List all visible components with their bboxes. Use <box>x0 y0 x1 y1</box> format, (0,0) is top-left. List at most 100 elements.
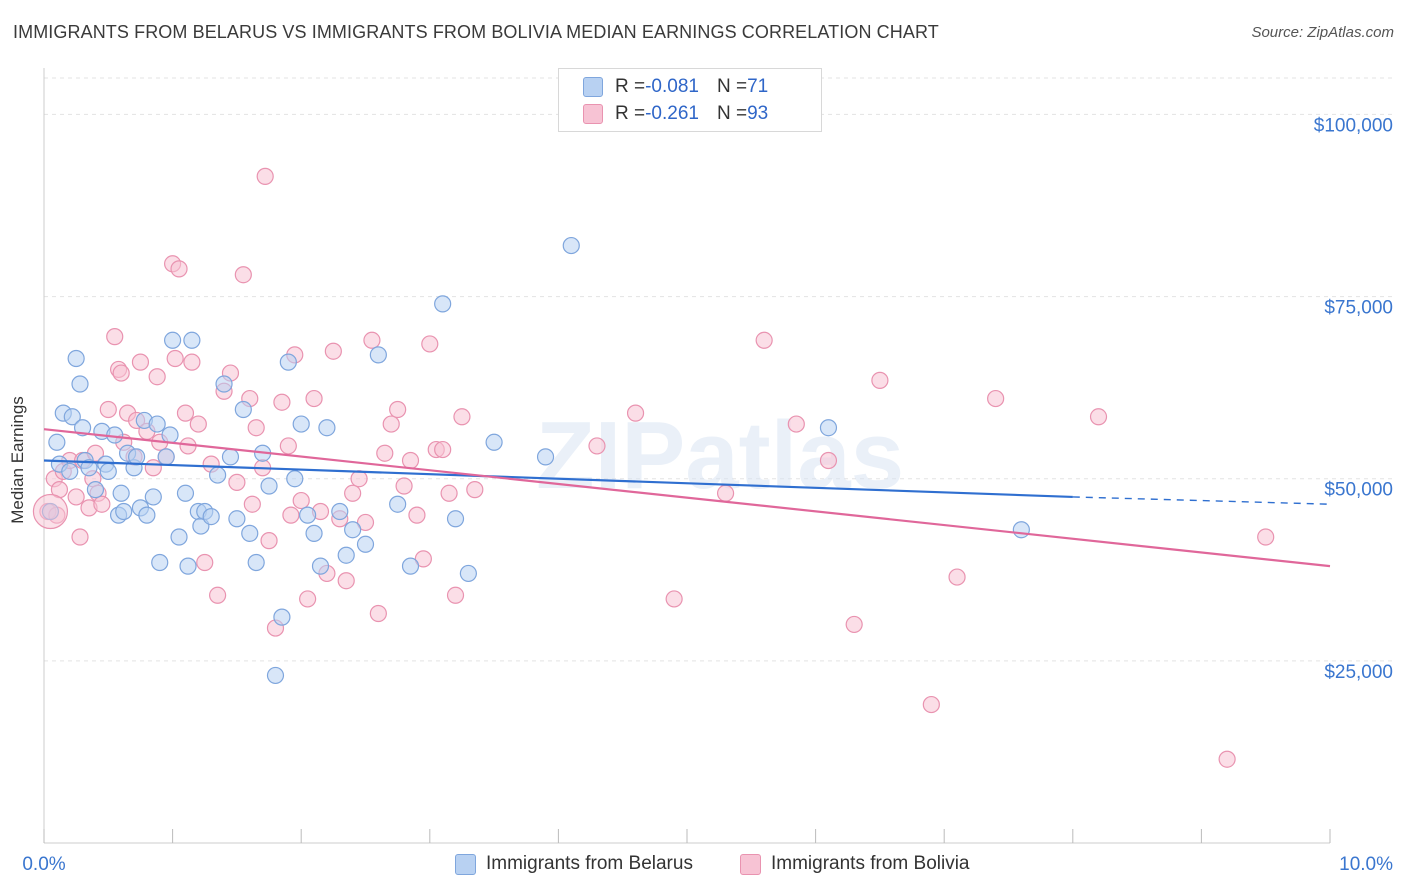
data-point <box>166 349 184 368</box>
data-point <box>279 353 297 371</box>
data-point <box>665 590 683 608</box>
data-point <box>324 342 342 360</box>
data-point <box>73 419 92 437</box>
data-point <box>80 459 98 477</box>
data-point <box>161 426 179 444</box>
data-point <box>112 484 130 502</box>
trend-line-bolivia <box>43 428 1331 568</box>
data-point <box>305 389 323 408</box>
data-point <box>273 608 291 626</box>
bottom-legend-bolivia: Immigrants from Bolivia <box>740 852 970 876</box>
data-point <box>305 524 323 542</box>
data-point <box>67 349 85 368</box>
data-point <box>787 415 805 433</box>
data-point <box>446 586 465 604</box>
data-point <box>144 459 162 477</box>
data-point <box>356 513 375 532</box>
data-point <box>1257 528 1275 546</box>
data-point <box>414 550 432 568</box>
legend-n-value: 93 <box>747 103 769 124</box>
y-tick-labels: $25,000 $50,000 $75,000 $100,000 <box>1314 115 1393 682</box>
x-tick-labels: 0.0% 10.0% <box>22 854 1393 875</box>
data-point <box>389 400 407 419</box>
data-point <box>115 502 133 521</box>
legend-r-value: -0.081 <box>645 76 699 97</box>
data-point <box>209 466 227 484</box>
data-point <box>215 375 233 393</box>
data-point <box>626 404 645 422</box>
data-point <box>202 507 220 526</box>
data-point <box>48 433 66 451</box>
data-point <box>356 535 375 553</box>
legend-r-label: R = <box>615 76 646 97</box>
bottom-legend-label-bolivia: Immigrants from Bolivia <box>771 853 970 874</box>
data-point <box>247 553 265 572</box>
data-point <box>819 451 838 470</box>
data-point <box>440 484 458 502</box>
data-point <box>196 553 214 572</box>
data-point <box>282 506 300 524</box>
data-point <box>845 615 863 634</box>
data-point <box>260 532 278 550</box>
data-point <box>922 695 940 714</box>
data-point <box>485 433 503 451</box>
bottom-legend-swatch-bolivia <box>740 853 761 875</box>
data-point <box>243 495 261 513</box>
data-point <box>256 167 274 185</box>
data-point <box>434 440 452 459</box>
y-tick-label: $100,000 <box>1314 115 1393 136</box>
data-point <box>164 331 182 349</box>
gridlines <box>44 77 1392 662</box>
data-point <box>401 451 420 470</box>
bottom-legend-swatch-belarus <box>455 853 476 875</box>
data-point <box>344 484 362 502</box>
y-tick-label: $50,000 <box>1324 480 1393 501</box>
legend-swatch-belarus <box>583 77 603 97</box>
data-point <box>176 484 195 502</box>
data-point <box>179 557 197 575</box>
data-point <box>266 666 285 685</box>
data-point <box>67 488 85 506</box>
bottom-legend-label-belarus: Immigrants from Belarus <box>486 853 693 874</box>
trend-line-belarus <box>43 459 1073 499</box>
trend-line-belarus-extension <box>1072 496 1331 505</box>
data-point <box>144 488 162 506</box>
y-axis-label: Median Earnings <box>8 396 27 524</box>
data-point <box>106 328 124 346</box>
data-point <box>421 335 439 353</box>
legend-r-value: -0.261 <box>645 103 699 124</box>
data-point <box>176 404 195 422</box>
data-point <box>292 415 310 433</box>
data-point <box>311 557 330 575</box>
data-point <box>344 521 362 539</box>
data-point <box>871 371 889 389</box>
data-point <box>395 477 413 495</box>
data-point <box>1089 408 1108 426</box>
data-point <box>453 408 471 426</box>
x-tick-label: 0.0% <box>22 854 65 875</box>
data-point <box>228 473 246 491</box>
data-point <box>138 506 156 524</box>
data-point <box>466 481 484 499</box>
data-point <box>148 415 166 433</box>
data-point <box>369 604 387 623</box>
data-point <box>151 553 169 572</box>
data-point <box>209 586 227 604</box>
data-point <box>337 546 355 564</box>
data-point <box>99 462 117 481</box>
data-point <box>170 528 188 546</box>
data-point <box>99 400 117 419</box>
data-point <box>106 426 124 444</box>
data-point <box>716 484 735 502</box>
data-point <box>93 495 111 513</box>
data-point <box>189 415 207 433</box>
data-point <box>755 331 773 349</box>
data-point <box>446 510 465 528</box>
data-point <box>819 419 838 437</box>
data-point <box>382 415 400 433</box>
data-point <box>279 437 297 455</box>
data-point <box>61 462 79 481</box>
series-belarus-points <box>32 236 1030 685</box>
legend-r-label: R = <box>615 103 646 124</box>
